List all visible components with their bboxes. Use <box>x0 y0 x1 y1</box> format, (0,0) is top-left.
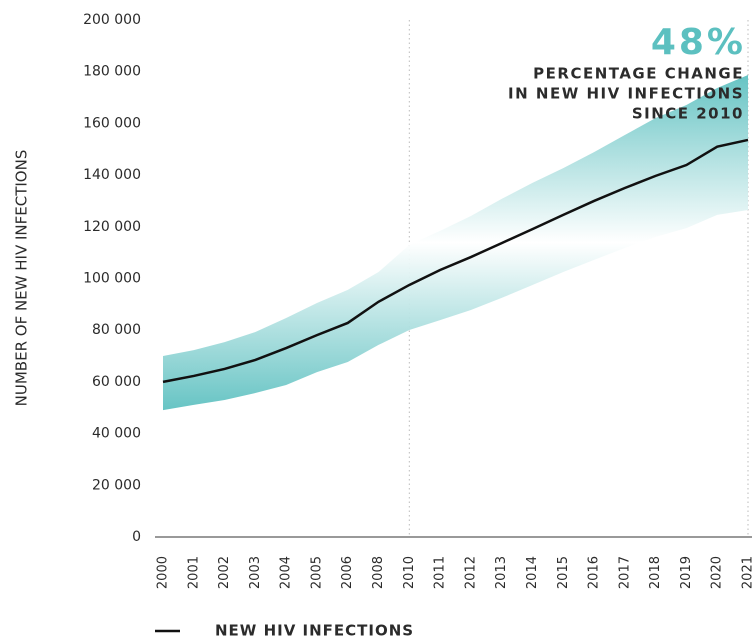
y-tick-label: 160 000 <box>83 115 141 131</box>
y-tick-label: 0 <box>132 529 141 545</box>
x-tick-label: 2015 <box>556 556 571 589</box>
y-tick-label: 80 000 <box>92 322 141 338</box>
y-tick-label: 40 000 <box>92 426 141 442</box>
x-tick-label: 2019 <box>679 556 694 589</box>
x-tick-label: 2010 <box>402 556 417 589</box>
y-tick-label: 20 000 <box>92 477 141 493</box>
x-tick-label: 2003 <box>248 556 263 589</box>
uncertainty-band <box>163 75 748 411</box>
x-tick-label: 2002 <box>217 556 232 589</box>
x-tick-label: 2016 <box>587 556 602 589</box>
x-tick-label: 2020 <box>710 556 725 589</box>
x-tick-label: 2018 <box>648 556 663 589</box>
plot: 0 20 000 40 000 60 000 80 000 100 000 120 000 1… <box>83 12 753 589</box>
x-tick-label: 2000 <box>156 556 171 589</box>
x-tick-label: 2013 <box>494 556 509 589</box>
y-tick-label: 140 000 <box>83 167 141 183</box>
x-tick-label: 2005 <box>309 556 324 589</box>
x-tick-label: 2012 <box>463 556 478 589</box>
x-tick-label: 2011 <box>433 556 448 589</box>
y-tick-label: 200 000 <box>83 12 141 28</box>
y-axis-label: NUMBER OF NEW HIV INFECTIONS <box>13 150 31 407</box>
annotation-line: SINCE 2010 <box>632 105 744 123</box>
annotation-value: 48% <box>651 22 746 63</box>
annotation-line: PERCENTAGE CHANGE <box>533 65 744 83</box>
x-tick-label: 2006 <box>340 556 355 589</box>
x-tick-label: 2008 <box>371 556 386 589</box>
annotation-line: IN NEW HIV INFECTIONS <box>508 85 744 103</box>
y-tick-label: 100 000 <box>83 271 141 287</box>
data-line <box>162 138 749 384</box>
x-tick-label: 2001 <box>186 556 201 589</box>
y-tick-label: 60 000 <box>92 374 141 390</box>
y-tick-label: 120 000 <box>83 219 141 235</box>
x-tick-label: 2021 <box>741 556 753 589</box>
x-tick-label: 2004 <box>279 556 294 589</box>
x-tick-label: 2014 <box>525 556 540 589</box>
x-tick-label: 2017 <box>617 556 632 589</box>
y-tick-label: 180 000 <box>83 64 141 80</box>
legend-label: NEW HIV INFECTIONS <box>215 622 414 640</box>
